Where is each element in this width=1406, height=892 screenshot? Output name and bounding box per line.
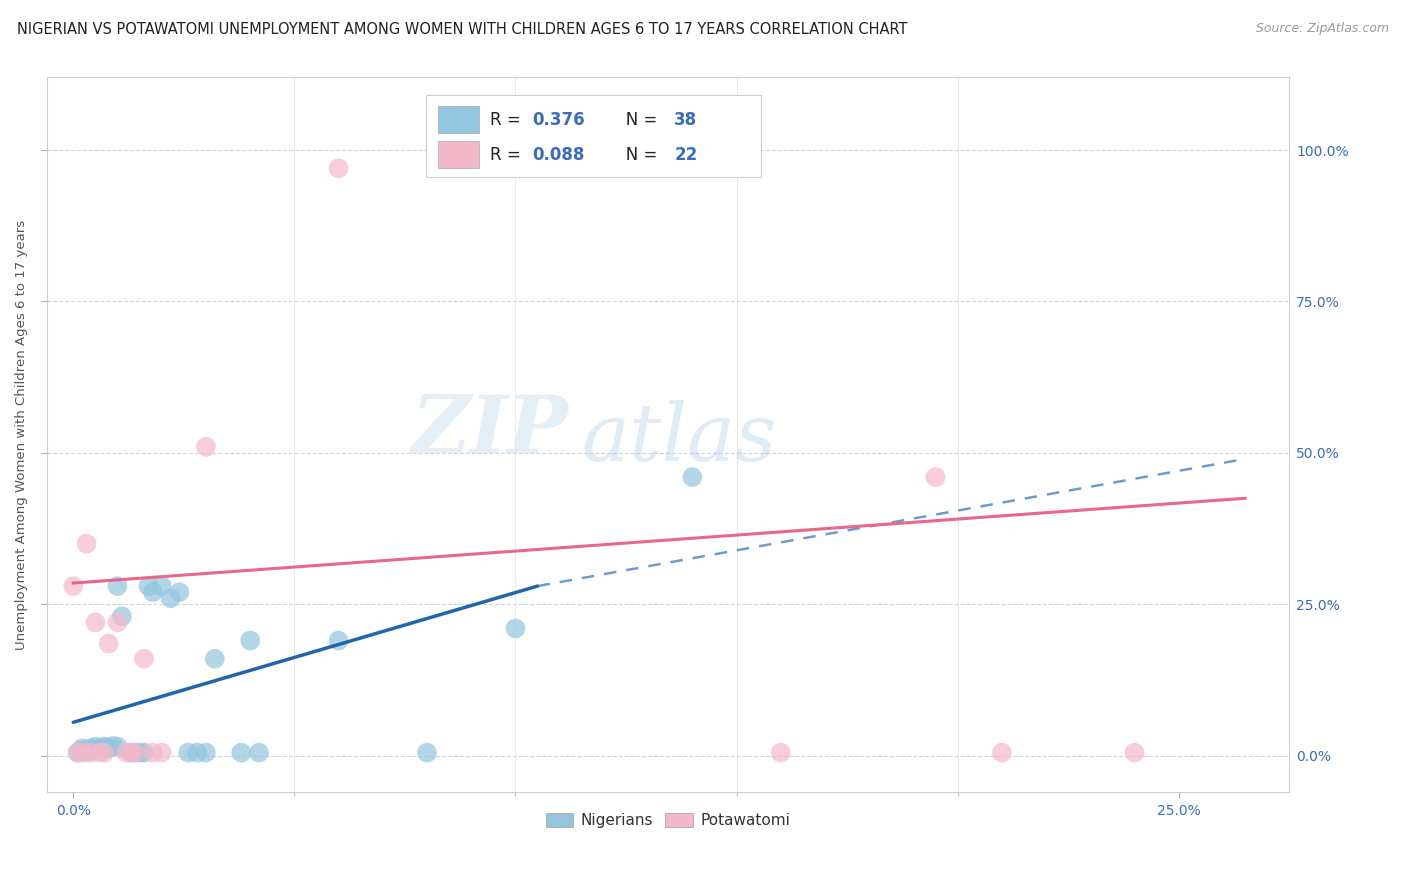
Point [124, 746, 146, 760]
Point [76, 537, 98, 551]
Point [239, 633, 262, 648]
Point [132, 652, 155, 666]
Point [115, 746, 138, 760]
Point [70, 746, 93, 760]
Point [138, 579, 160, 593]
Point [101, 739, 124, 753]
Point [505, 622, 527, 636]
Point [70, 741, 93, 756]
Point [84, 739, 107, 754]
Point [107, 739, 129, 754]
Point [66, 746, 89, 760]
Point [132, 746, 155, 760]
Point [107, 615, 129, 630]
Point [111, 609, 134, 624]
Point [328, 633, 350, 648]
Point [159, 591, 181, 606]
Point [681, 470, 703, 484]
Point [120, 746, 142, 760]
Y-axis label: Unemployment Among Women with Children Ages 6 to 17 years: Unemployment Among Women with Children A… [15, 219, 28, 649]
Point [991, 746, 1014, 760]
Point [76, 745, 98, 759]
Point [150, 746, 173, 760]
Text: R =: R = [491, 145, 526, 163]
Text: R =: R = [491, 111, 526, 128]
Text: N =: N = [610, 145, 662, 163]
Point [1123, 746, 1146, 760]
Text: 0.376: 0.376 [533, 111, 585, 128]
Text: 22: 22 [675, 145, 697, 163]
FancyBboxPatch shape [439, 106, 479, 133]
Point [128, 746, 150, 760]
Point [89, 746, 111, 760]
Point [124, 746, 146, 760]
Point [328, 161, 350, 176]
Point [247, 746, 270, 760]
Point [93, 739, 115, 754]
Text: ZIP: ZIP [412, 392, 568, 470]
Point [150, 579, 173, 593]
Point [416, 746, 439, 760]
Point [62, 579, 84, 593]
FancyBboxPatch shape [439, 141, 479, 169]
Point [142, 746, 165, 760]
Point [194, 440, 217, 454]
Point [89, 742, 111, 756]
Point [169, 585, 191, 599]
Point [66, 746, 89, 760]
Point [84, 615, 107, 630]
Legend: Nigerians, Potawatomi: Nigerians, Potawatomi [540, 806, 797, 834]
Point [769, 746, 792, 760]
Point [97, 637, 120, 651]
Point [93, 746, 115, 760]
FancyBboxPatch shape [426, 95, 761, 178]
Point [120, 746, 142, 760]
Point [177, 746, 200, 760]
Point [84, 742, 107, 756]
Point [89, 740, 111, 755]
Point [93, 741, 115, 756]
Text: Source: ZipAtlas.com: Source: ZipAtlas.com [1256, 22, 1389, 36]
Point [80, 746, 103, 760]
Point [97, 740, 120, 755]
Point [194, 746, 217, 760]
Point [924, 470, 946, 484]
Point [80, 741, 103, 756]
Text: 38: 38 [675, 111, 697, 128]
Text: atlas: atlas [581, 400, 776, 477]
Point [186, 746, 208, 760]
Point [70, 744, 93, 758]
Point [231, 746, 253, 760]
Point [107, 579, 129, 593]
Point [142, 585, 165, 599]
Text: N =: N = [610, 111, 662, 128]
Text: NIGERIAN VS POTAWATOMI UNEMPLOYMENT AMONG WOMEN WITH CHILDREN AGES 6 TO 17 YEARS: NIGERIAN VS POTAWATOMI UNEMPLOYMENT AMON… [17, 22, 907, 37]
Text: 0.088: 0.088 [533, 145, 585, 163]
Point [204, 652, 226, 666]
Point [76, 742, 98, 756]
Point [80, 744, 103, 758]
